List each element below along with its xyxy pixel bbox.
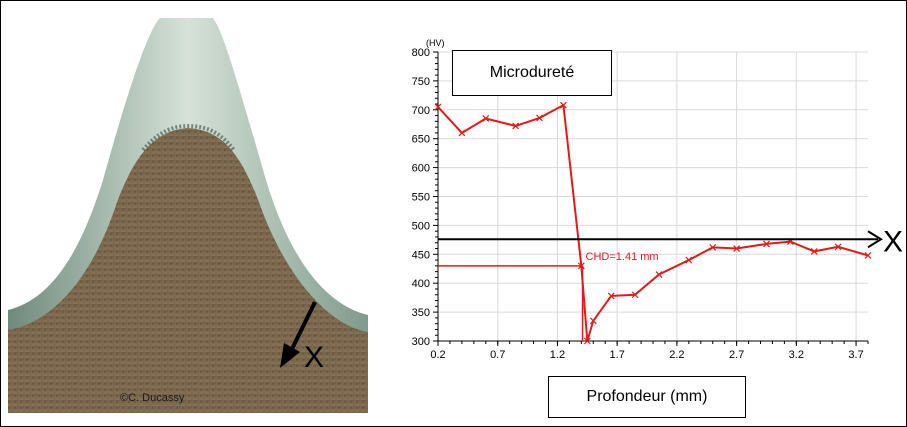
x-tick-label: 3.7 bbox=[848, 349, 863, 361]
y-tick-label: 650 bbox=[412, 134, 430, 146]
threshold-arrow-head-icon bbox=[867, 230, 883, 249]
y-tick-label: 300 bbox=[412, 336, 430, 348]
chd-label: CHD=1.41 mm bbox=[586, 251, 659, 263]
data-point bbox=[810, 247, 818, 255]
x-tick-label: 1.2 bbox=[550, 349, 565, 361]
y-tick-label: 700 bbox=[412, 105, 430, 117]
threshold-label: X bbox=[883, 225, 903, 258]
y-tick-label: 400 bbox=[412, 278, 430, 290]
x-tick-label: 3.2 bbox=[789, 349, 804, 361]
x-tick-label: 2.2 bbox=[669, 349, 684, 361]
chart-title: Microdureté bbox=[452, 50, 612, 96]
core-region bbox=[8, 128, 368, 413]
x-axis-label: Profondeur (mm) bbox=[548, 376, 746, 418]
data-point bbox=[834, 243, 842, 251]
data-point bbox=[655, 271, 663, 278]
y-tick-label: 750 bbox=[412, 76, 430, 88]
x-tick-label: 1.7 bbox=[610, 349, 625, 361]
series-line bbox=[437, 103, 869, 342]
data-point bbox=[434, 103, 442, 111]
data-point bbox=[864, 252, 872, 259]
data-point bbox=[763, 240, 770, 248]
data-point bbox=[536, 114, 543, 122]
y-tick-label: 600 bbox=[412, 163, 430, 175]
data-point bbox=[733, 245, 741, 252]
y-tick-label: 800 bbox=[412, 47, 430, 59]
y-tick-label: 550 bbox=[412, 192, 430, 204]
arrow-label: X bbox=[304, 341, 324, 374]
data-point bbox=[685, 256, 693, 264]
y-tick-label: 500 bbox=[412, 220, 430, 232]
photo-credit: ©C. Ducassy bbox=[120, 392, 185, 404]
data-point bbox=[583, 337, 591, 345]
microhardness-chart: 300 350 400 450 500 550 600 650 700 750 800 0.2 0.7… bbox=[412, 38, 903, 361]
gear-tooth-micrograph: X bbox=[8, 10, 368, 413]
x-tick-label: 0.2 bbox=[430, 349, 445, 361]
x-axis-ticks: 0.2 0.7 1.2 1.7 2.2 2.7 3.2 3.7 bbox=[430, 341, 869, 361]
arrow-head-icon bbox=[280, 343, 300, 368]
data-point bbox=[512, 122, 520, 130]
data-point bbox=[482, 115, 490, 122]
y-tick-label: 350 bbox=[412, 307, 430, 319]
y-tick-label: 450 bbox=[412, 249, 430, 261]
y-axis-label: (HV) bbox=[426, 38, 445, 48]
y-axis-ticks: 300 350 400 450 500 550 600 650 700 750 800 bbox=[412, 47, 438, 348]
data-point bbox=[589, 317, 597, 325]
data-point bbox=[607, 292, 615, 300]
data-point bbox=[631, 291, 639, 299]
data-point bbox=[709, 243, 717, 251]
data-series bbox=[434, 101, 872, 345]
x-tick-label: 0.7 bbox=[490, 349, 505, 361]
data-point bbox=[559, 101, 567, 109]
threshold-line: X bbox=[438, 225, 903, 258]
data-point bbox=[458, 129, 466, 137]
x-tick-label: 2.7 bbox=[729, 349, 744, 361]
x-direction-arrow bbox=[288, 301, 317, 354]
data-point bbox=[577, 262, 585, 270]
